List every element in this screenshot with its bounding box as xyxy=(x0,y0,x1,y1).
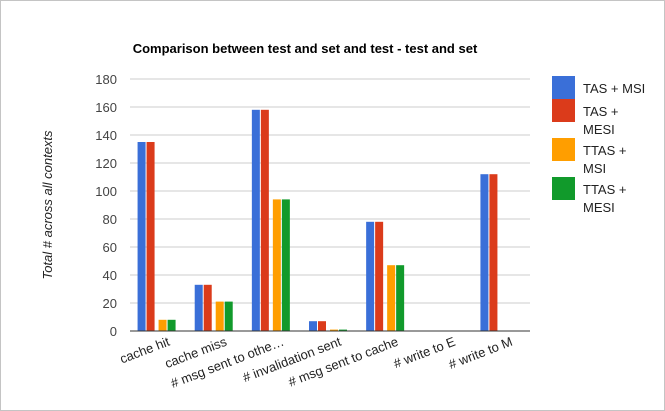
bar-ttas-msi-3 xyxy=(330,329,338,331)
bar-ttas-mesi-2 xyxy=(281,199,290,331)
bar-tas-mesi-6 xyxy=(489,174,498,331)
x-category-label: # write to E xyxy=(391,334,457,371)
bar-tas-msi-4 xyxy=(366,221,375,331)
legend-label: TTAS + MESI xyxy=(583,182,626,215)
y-tick-label: 120 xyxy=(95,156,117,171)
bar-ttas-msi-2 xyxy=(272,199,281,331)
bar-tas-mesi-3 xyxy=(318,321,326,331)
bar-tas-msi-2 xyxy=(251,109,260,331)
bar-tas-mesi-1 xyxy=(203,284,212,331)
y-axis-ticks: 0 20 40 60 80 100 120 140 160 180 xyxy=(95,72,117,339)
y-axis-label: Total # across all contexts xyxy=(40,130,55,280)
bar-tas-msi-3 xyxy=(309,321,317,331)
legend-swatch xyxy=(552,177,575,200)
chart-title: Comparison between test and set and test… xyxy=(133,41,478,56)
legend-swatch xyxy=(552,138,575,161)
bar-tas-mesi-4 xyxy=(375,221,384,331)
bar-tas-msi-1 xyxy=(194,284,203,331)
bar-ttas-msi-0 xyxy=(158,319,167,331)
y-tick-label: 160 xyxy=(95,100,117,115)
bar-ttas-mesi-0 xyxy=(167,319,176,331)
y-tick-label: 100 xyxy=(95,184,117,199)
bar-tas-msi-0 xyxy=(137,142,146,331)
y-tick-label: 80 xyxy=(103,212,117,227)
legend-label: TAS + MESI xyxy=(583,104,619,137)
bar-ttas-mesi-1 xyxy=(224,301,233,331)
bar-tas-mesi-2 xyxy=(260,109,269,331)
y-tick-label: 60 xyxy=(103,240,117,255)
y-tick-label: 40 xyxy=(103,268,117,283)
grid xyxy=(130,78,530,304)
y-tick-label: 0 xyxy=(110,324,117,339)
x-category-label: # write to M xyxy=(446,334,514,372)
bars xyxy=(137,109,498,331)
legend: TAS + MSI TAS + MESI TTAS + MSI TTAS + MESI xyxy=(552,76,645,215)
y-tick-label: 140 xyxy=(95,128,117,143)
legend-label: TAS + MSI xyxy=(583,81,645,96)
legend-swatch xyxy=(552,99,575,122)
bar-ttas-msi-1 xyxy=(215,301,224,331)
bar-tas-mesi-0 xyxy=(146,142,155,331)
bar-ttas-mesi-3 xyxy=(339,329,347,331)
legend-swatch xyxy=(552,76,575,99)
y-tick-label: 180 xyxy=(95,72,117,87)
legend-label: TTAS + MSI xyxy=(583,143,626,176)
bar-tas-msi-6 xyxy=(480,174,489,331)
bar-ttas-mesi-4 xyxy=(396,265,405,331)
y-tick-label: 20 xyxy=(103,296,117,311)
bar-ttas-msi-4 xyxy=(387,265,396,331)
